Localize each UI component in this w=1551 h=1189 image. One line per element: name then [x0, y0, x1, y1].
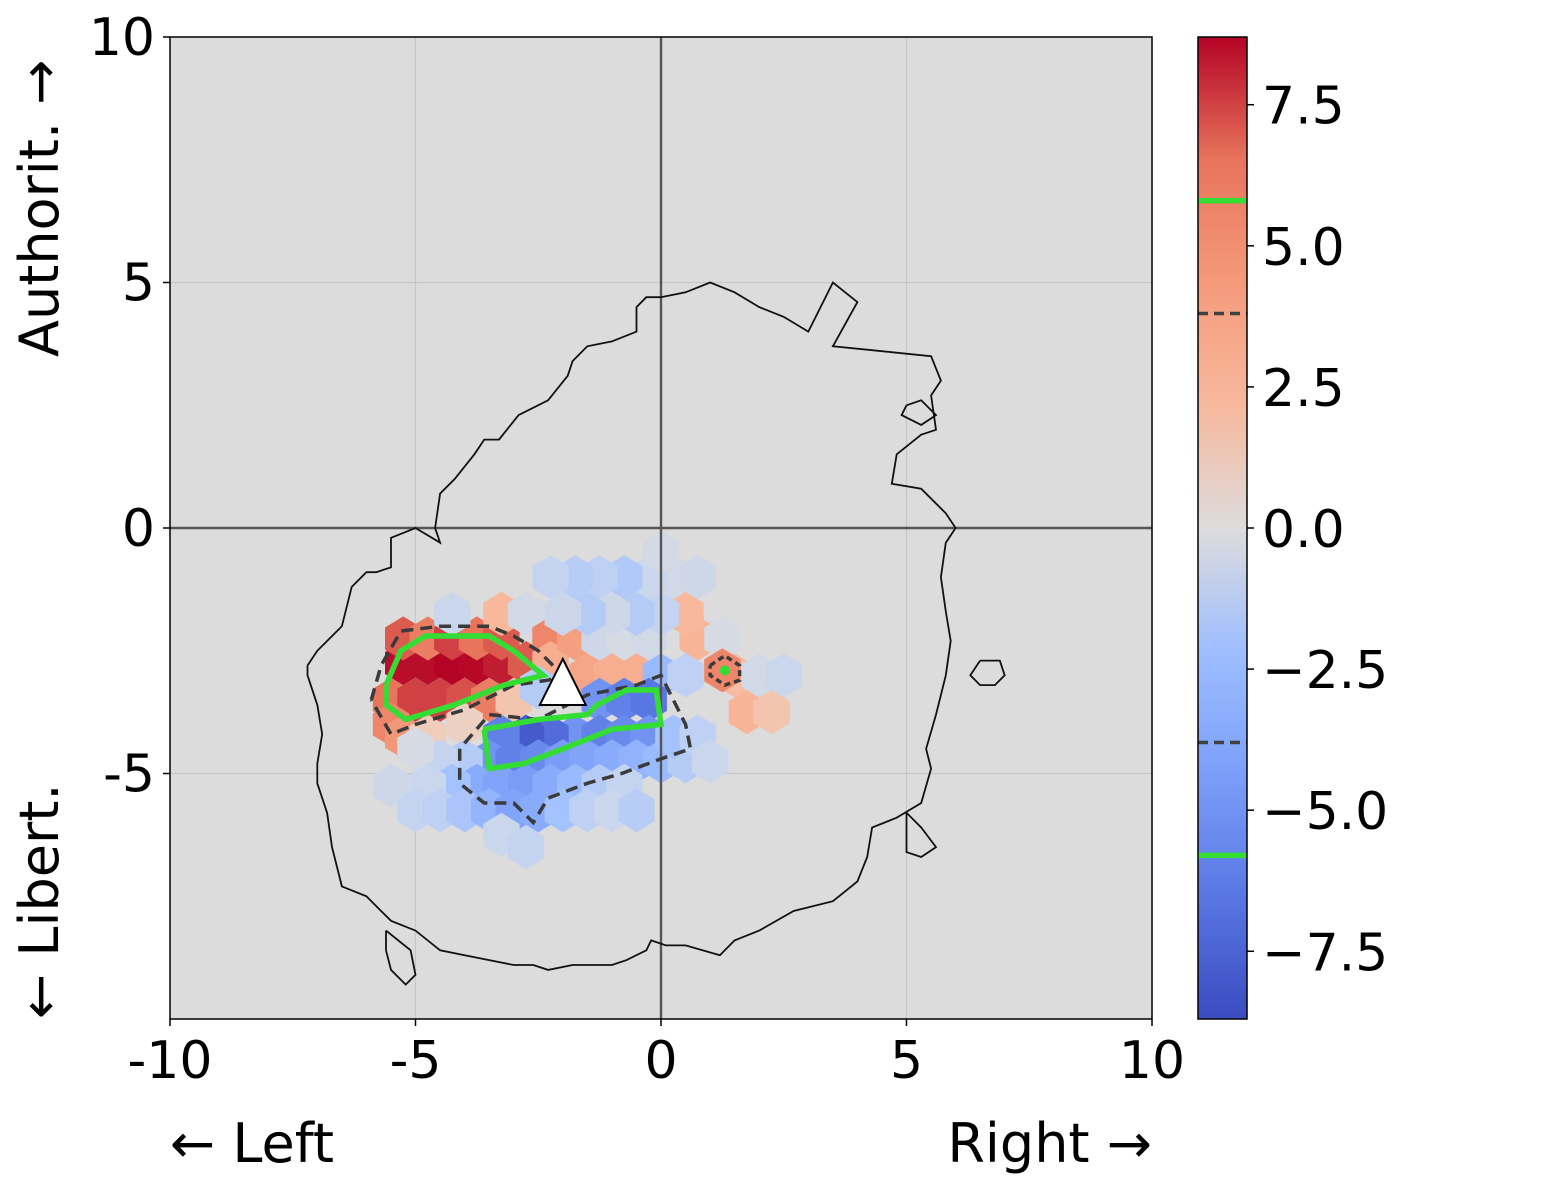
hexbin-cell: [667, 653, 704, 698]
x-label-right: Right →: [947, 1112, 1152, 1175]
colorbar-tick-label: 0.0: [1262, 500, 1345, 560]
hexbin-cell: [507, 591, 545, 636]
contour-layer: [306, 281, 1006, 986]
small-positive-core: [719, 665, 730, 676]
tick-layer: -10 -5 0 5 10 -5 0 5 10: [89, 8, 1185, 1091]
colorbar-tick-label: 7.5: [1262, 77, 1345, 137]
colorbar-contour-lines: [1198, 197, 1247, 859]
colorbar-tick-label: −5.0: [1262, 782, 1388, 842]
support-contour: [306, 281, 957, 971]
negative-solid-contour: [481, 687, 665, 772]
hexbin-cell: [507, 825, 545, 870]
y-tick-label: 0: [122, 499, 155, 559]
x-tick-label: 5: [890, 1031, 923, 1091]
support-contour-island: [969, 659, 1006, 686]
hexbin-cell: [765, 653, 802, 698]
triangle-marker: [538, 656, 588, 706]
small-positive-contour: [708, 653, 742, 688]
x-label-left: ← Left: [170, 1112, 334, 1175]
colorbar-tick-label: 5.0: [1262, 218, 1345, 278]
marker-layer: [538, 656, 588, 706]
hexbin-cell: [753, 690, 790, 735]
hexbin-cell: [544, 591, 581, 636]
x-tick-label: -10: [128, 1031, 213, 1091]
x-tick-label: 10: [1119, 1031, 1185, 1091]
hexbin-cell: [397, 726, 434, 771]
support-contour-island: [905, 812, 938, 858]
hexbin-cell: [532, 555, 569, 600]
positive-dashed-contour: [369, 624, 567, 737]
colorbar: [1198, 37, 1247, 1019]
colorbar-tick-label: −2.5: [1262, 641, 1388, 701]
x-tick-label: -5: [390, 1031, 442, 1091]
hexbin-cell: [372, 763, 410, 808]
hexbin-cell: [704, 616, 741, 661]
positive-solid-contour: [383, 633, 550, 723]
y-label-bottom: ← Libert.: [8, 783, 71, 1019]
colorbar-tick-label: −7.5: [1262, 923, 1388, 983]
hexbin-cell: [618, 788, 655, 833]
zero-axis-lines: [170, 37, 1152, 1019]
y-tick-label: 10: [89, 8, 155, 68]
y-tick-label: -5: [103, 745, 155, 805]
x-tick-label: 0: [644, 1031, 677, 1091]
hexbin-cell: [679, 555, 716, 600]
support-contour-island: [385, 929, 417, 986]
hexbin-cell: [691, 739, 729, 784]
colorbar-ticks: −7.5 −5.0 −2.5 0.0 2.5 5.0 7.5: [1247, 77, 1388, 983]
y-label-top: Authorit. →: [8, 59, 71, 357]
support-contour-island: [900, 399, 938, 426]
y-tick-label: 5: [122, 254, 155, 314]
colorbar-tick-label: 2.5: [1262, 359, 1345, 419]
